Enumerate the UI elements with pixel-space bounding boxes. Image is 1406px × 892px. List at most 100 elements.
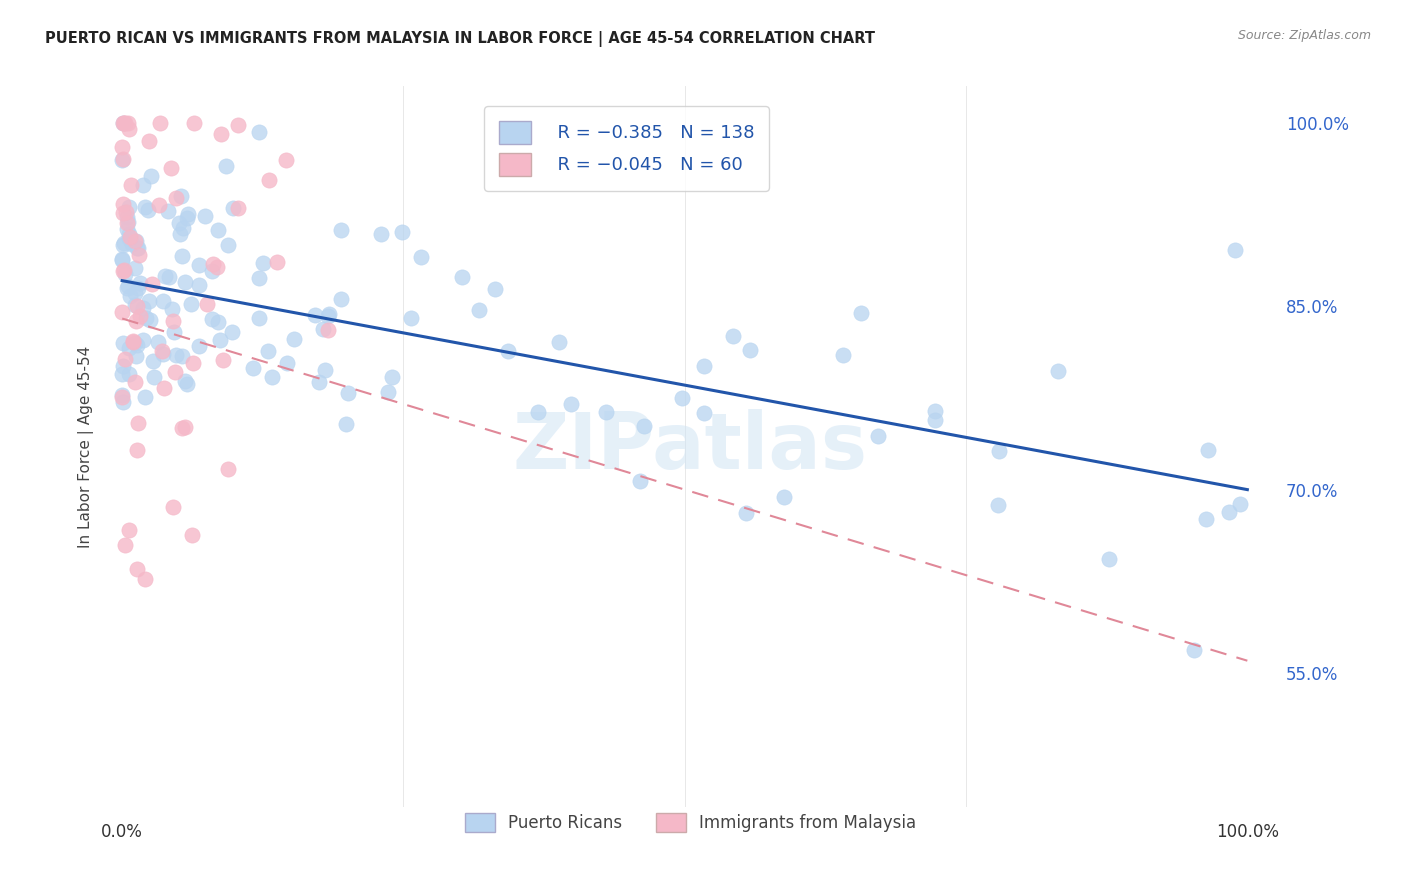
Point xyxy=(228,118,250,132)
Point xyxy=(176,377,198,392)
Point xyxy=(120,178,142,192)
Point xyxy=(526,405,548,419)
Point xyxy=(111,140,134,154)
Point xyxy=(111,264,134,278)
Point xyxy=(330,292,353,306)
Point xyxy=(209,127,232,141)
Point xyxy=(111,367,134,381)
Point xyxy=(112,263,135,277)
Point xyxy=(924,413,946,427)
Point xyxy=(377,384,399,399)
Point xyxy=(124,298,146,312)
Point xyxy=(125,234,148,248)
Point xyxy=(226,201,249,215)
Point xyxy=(274,153,297,167)
Point xyxy=(174,419,197,434)
Point xyxy=(330,223,353,237)
Point xyxy=(143,370,166,384)
Point xyxy=(117,116,139,130)
Y-axis label: In Labor Force | Age 45-54: In Labor Force | Age 45-54 xyxy=(79,346,94,548)
Point xyxy=(120,229,142,244)
Point xyxy=(170,249,193,263)
Point xyxy=(114,268,136,282)
Point xyxy=(595,405,617,419)
Point xyxy=(118,341,141,355)
Point xyxy=(628,475,651,489)
Point xyxy=(114,351,136,366)
Point xyxy=(409,250,432,264)
Point xyxy=(127,338,149,352)
Point xyxy=(167,216,190,230)
Point xyxy=(987,498,1010,512)
Point xyxy=(124,235,146,249)
Point xyxy=(187,338,209,352)
Point xyxy=(142,353,165,368)
Point xyxy=(201,257,224,271)
Point xyxy=(242,360,264,375)
Point xyxy=(222,201,245,215)
Point xyxy=(128,277,150,291)
Point xyxy=(131,178,153,193)
Point xyxy=(149,116,172,130)
Point xyxy=(316,309,339,323)
Point xyxy=(181,356,204,370)
Point xyxy=(125,562,148,576)
Point xyxy=(468,303,491,318)
Point xyxy=(138,293,160,308)
Point xyxy=(318,307,340,321)
Point xyxy=(548,334,571,349)
Point xyxy=(152,293,174,308)
Point xyxy=(125,442,148,457)
Point xyxy=(188,258,211,272)
Point xyxy=(247,125,270,139)
Point xyxy=(215,159,238,173)
Point xyxy=(117,278,139,293)
Point xyxy=(146,334,169,349)
Point xyxy=(849,306,872,320)
Point xyxy=(125,349,148,363)
Point xyxy=(124,285,146,300)
Point xyxy=(111,359,134,373)
Point xyxy=(134,390,156,404)
Point xyxy=(735,507,758,521)
Point xyxy=(121,236,143,251)
Point xyxy=(115,222,138,236)
Point xyxy=(122,334,145,349)
Point xyxy=(308,375,330,389)
Point xyxy=(693,406,716,420)
Point xyxy=(314,363,336,377)
Point xyxy=(693,359,716,374)
Point xyxy=(111,335,134,350)
Point xyxy=(207,315,229,329)
Point xyxy=(120,289,142,303)
Point xyxy=(111,206,134,220)
Point xyxy=(180,527,202,541)
Point xyxy=(633,418,655,433)
Point xyxy=(118,200,141,214)
Point xyxy=(831,348,853,362)
Point xyxy=(1047,364,1070,378)
Point xyxy=(174,374,197,388)
Point xyxy=(111,304,134,318)
Point xyxy=(115,280,138,294)
Point xyxy=(117,215,139,229)
Point xyxy=(160,161,183,176)
Point xyxy=(163,365,186,379)
Point xyxy=(111,253,134,268)
Point xyxy=(118,231,141,245)
Point xyxy=(111,196,134,211)
Point xyxy=(111,237,134,252)
Point xyxy=(165,348,187,362)
Point xyxy=(117,121,139,136)
Point xyxy=(127,281,149,295)
Point xyxy=(187,278,209,293)
Point xyxy=(111,116,134,130)
Point xyxy=(1182,642,1205,657)
Point xyxy=(484,282,506,296)
Point xyxy=(311,322,333,336)
Point xyxy=(924,404,946,418)
Point xyxy=(183,116,205,130)
Point xyxy=(170,189,193,203)
Point xyxy=(1197,442,1219,457)
Point xyxy=(318,323,340,337)
